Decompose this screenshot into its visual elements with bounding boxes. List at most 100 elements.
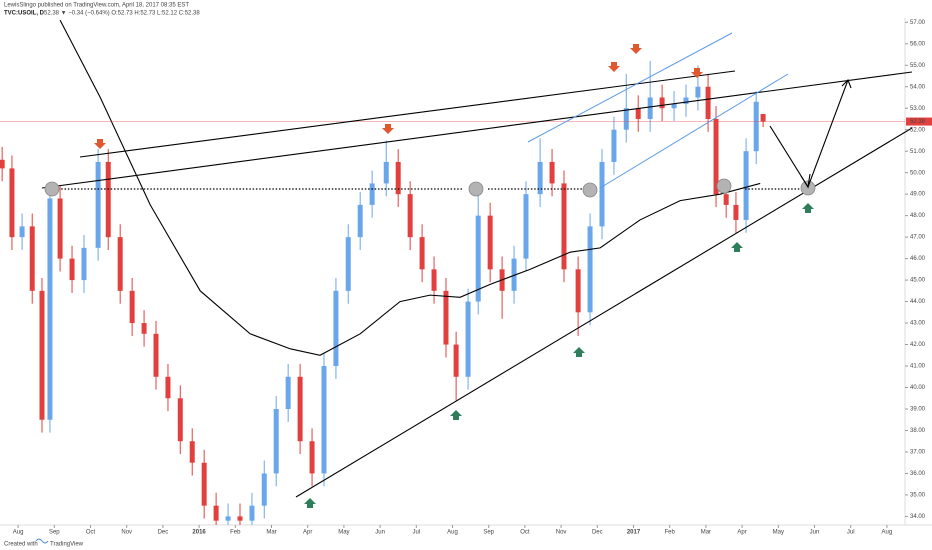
x-tick-label: Sep [49, 530, 60, 536]
x-tick-label: Aug [882, 530, 893, 536]
x-tick-label: 2016 [192, 530, 206, 536]
up-arrow [304, 498, 316, 508]
candle-body [537, 161, 543, 195]
candle-body [419, 237, 425, 270]
y-tick-label: 56.00 [910, 41, 926, 47]
marker-circle [582, 182, 598, 198]
candle-body [0, 159, 5, 169]
x-tick-label: Mar [266, 530, 276, 536]
candle-body [9, 168, 15, 238]
down-arrow [382, 124, 394, 134]
candle-body [189, 441, 195, 463]
y-tick-label: 48.00 [910, 213, 926, 219]
x-tick-label: Aug [13, 530, 24, 536]
candle-body [321, 366, 327, 474]
footer-text: Created with [4, 542, 38, 548]
arrow-head [841, 79, 852, 89]
candle-body [575, 269, 581, 313]
candle-body [153, 333, 159, 377]
y-tick-label: 38.00 [910, 428, 926, 434]
candle-body [723, 194, 729, 205]
x-tick-label: Mar [701, 530, 711, 536]
footer-brand: TradingView [50, 542, 84, 548]
x-tick-label: Feb [230, 530, 241, 536]
marker-circle [716, 178, 732, 194]
y-tick-label: 53.00 [910, 106, 926, 112]
y-tick-label: 37.00 [910, 450, 926, 456]
y-tick-label: 42.00 [910, 342, 926, 348]
y-tick-label: 39.00 [910, 407, 926, 413]
x-tick-label: Feb [665, 530, 676, 536]
candle-body [635, 108, 641, 119]
x-tick-label: Aug [447, 530, 458, 536]
candle-body [357, 204, 363, 238]
candle-body [683, 97, 689, 104]
x-tick-label: Apr [737, 530, 746, 536]
x-tick-label: Apr [303, 530, 312, 536]
candle-body [285, 376, 291, 409]
publisher: LewisSlingo published on TradingView.com… [4, 3, 189, 9]
moving-average [59, 19, 761, 356]
down-arrow [94, 139, 106, 149]
y-tick-label: 47.00 [910, 235, 926, 241]
y-tick-label: 34.00 [910, 514, 926, 520]
y-tick-label: 57.00 [910, 20, 926, 26]
x-tick-label: Jun [375, 530, 385, 536]
y-tick-label: 46.00 [910, 256, 926, 262]
channel-line [527, 32, 733, 143]
price-label-box [906, 117, 932, 126]
down-arrows [94, 44, 703, 149]
drawings [41, 32, 913, 508]
trend-line [79, 70, 736, 158]
candle-body [611, 129, 617, 162]
candle-body [395, 161, 401, 195]
candle-body [39, 290, 45, 420]
candle-body [549, 161, 555, 184]
up-arrow [802, 203, 814, 213]
x-tick-label: Jun [810, 530, 820, 536]
candle-body [695, 86, 701, 98]
x-tick-label: Nov [556, 530, 567, 536]
candle-body [760, 114, 766, 122]
candle-body [105, 161, 111, 238]
candle-body [333, 290, 339, 367]
candle-body [237, 516, 243, 521]
candle-body [733, 204, 739, 220]
channel-line [599, 73, 789, 189]
candle-body [141, 323, 147, 334]
candle-body [561, 183, 567, 270]
x-tick-label: Jul [847, 530, 855, 536]
x-tick-label: Sep [483, 530, 494, 536]
candle-body [309, 441, 315, 474]
candle-body [369, 183, 375, 205]
candle-body [261, 473, 267, 506]
x-tick-label: Oct [86, 530, 96, 536]
axes: 34.00 35.00 36.00 37.00 38.00 39.00 40.00 41.00… [13, 20, 932, 536]
y-tick-label: 35.00 [910, 493, 926, 499]
candle-body [47, 198, 53, 420]
candle-body [201, 462, 207, 506]
candle-body [475, 215, 481, 302]
x-tick-label: May [773, 530, 784, 536]
price-label: 52.38 [910, 119, 926, 125]
up-arrow [731, 242, 743, 252]
candle-body [465, 301, 471, 377]
brand-logo [35, 538, 49, 544]
y-tick-label: 54.00 [910, 84, 926, 90]
candle-body [249, 505, 255, 521]
x-tick-label: May [338, 530, 349, 536]
candle-body [705, 86, 711, 119]
candle-body [225, 516, 231, 521]
candle-body [117, 237, 123, 291]
candle-body [383, 161, 389, 184]
candle-body [623, 108, 629, 130]
up-arrow [573, 347, 585, 357]
candle-body [743, 151, 749, 220]
y-tick-label: 50.00 [910, 170, 926, 176]
candle-body [29, 226, 35, 291]
candle-body [297, 376, 303, 442]
candle-body [713, 118, 719, 195]
candle-body [177, 398, 183, 442]
marker-circle [44, 181, 60, 197]
candle-body [523, 194, 529, 259]
